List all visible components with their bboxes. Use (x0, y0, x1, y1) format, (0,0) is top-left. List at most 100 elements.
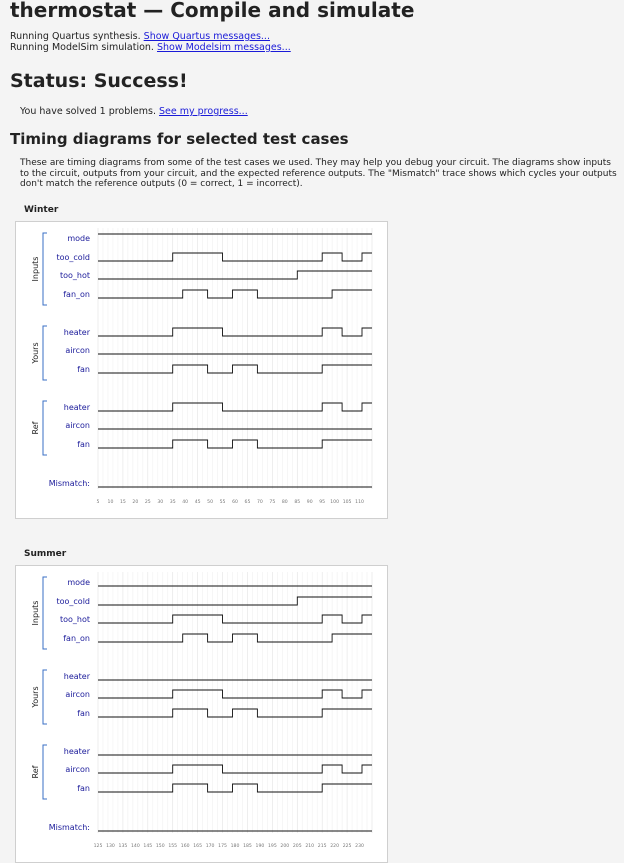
tick-label: 85 (294, 499, 300, 505)
tick-label: 25 (145, 499, 151, 505)
signal-label-fan-on: fan_on (63, 634, 90, 643)
waveform-inputs-too-cold (98, 252, 372, 262)
signal-label-too-cold: too_cold (56, 253, 90, 262)
tick-label: 215 (318, 843, 327, 849)
tick-label: 160 (181, 843, 190, 849)
see-my-progress-link[interactable]: See my progress... (159, 106, 248, 117)
waveform-inputs-too-cold (98, 596, 372, 606)
waveform-yours-fan (98, 364, 372, 374)
signal-label-heater: heater (64, 747, 91, 756)
tick-label: 95 (319, 499, 325, 505)
tick-label: 150 (156, 843, 165, 849)
show-quartus-messages-link[interactable]: Show Quartus messages... (143, 31, 270, 42)
tick-label: 15 (120, 499, 126, 505)
waveform-inputs-too-hot (98, 614, 372, 624)
waveform-svg-winter: Inputs Yours Ref mode too_cold too_hot fan_onh… (31, 228, 373, 505)
signal-label-aircon: aircon (65, 765, 90, 774)
case-title-summer: Summer (24, 549, 67, 559)
tick-label: 30 (157, 499, 163, 505)
group-bracket-ref (42, 400, 47, 456)
solved-line: You have solved 1 problems. See my progr… (20, 106, 248, 117)
signal-label-heater: heater (64, 403, 91, 412)
waveform-ref-heater (98, 402, 372, 412)
group-bracket-inputs (42, 232, 47, 306)
group-bracket-yours (42, 669, 47, 725)
quartus-status-text: Running Quartus synthesis. (10, 31, 141, 42)
group-bracket-yours (42, 325, 47, 381)
waveform-svg-summer: Inputs Yours Ref mode too_cold too_hot fan_onh… (31, 572, 373, 849)
group-label-inputs: Inputs (31, 601, 40, 626)
tick-label: 45 (195, 499, 201, 505)
waveform-yours-heater (98, 327, 372, 337)
show-modelsim-messages-link[interactable]: Show Modelsim messages... (157, 42, 291, 53)
tick-label: 75 (269, 499, 275, 505)
tick-label: 190 (256, 843, 265, 849)
waveform-inputs-fan-on (98, 289, 372, 299)
tick-label: 155 (168, 843, 177, 849)
quartus-line: Running Quartus synthesis. Show Quartus … (10, 31, 270, 42)
tick-label: 165 (193, 843, 202, 849)
signal-label-fan: fan (77, 440, 90, 449)
tick-label: 230 (355, 843, 364, 849)
signal-label-fan: fan (77, 709, 90, 718)
modelsim-status-text: Running ModelSim simulation. (10, 42, 154, 53)
tick-label: 5 (97, 499, 100, 505)
timing-description: These are timing diagrams from some of t… (20, 158, 617, 189)
tick-label: 50 (207, 499, 213, 505)
signal-label-mode: mode (67, 234, 90, 243)
tick-label: 205 (293, 843, 302, 849)
tick-label: 140 (131, 843, 140, 849)
signal-label-fan: fan (77, 365, 90, 374)
tick-label: 55 (220, 499, 226, 505)
tick-label: 135 (119, 843, 128, 849)
group-label-ref: Ref (31, 421, 40, 434)
page-title: thermostat — Compile and simulate (10, 0, 415, 22)
signal-label-aircon: aircon (65, 346, 90, 355)
group-label-inputs: Inputs (31, 257, 40, 282)
tick-label: 10 (108, 499, 114, 505)
tick-label: 170 (206, 843, 215, 849)
tick-label: 105 (343, 499, 352, 505)
signal-label-aircon: aircon (65, 421, 90, 430)
tick-label: 200 (280, 843, 289, 849)
signal-label-too-hot: too_hot (60, 271, 90, 280)
mismatch-label: Mismatch: (49, 823, 90, 832)
case-title-winter: Winter (24, 205, 59, 215)
signal-label-too-cold: too_cold (56, 597, 90, 606)
tick-label: 175 (218, 843, 227, 849)
modelsim-line: Running ModelSim simulation. Show Models… (10, 42, 291, 53)
tick-label: 90 (307, 499, 313, 505)
waveform-yours-fan (98, 708, 372, 718)
signal-label-fan: fan (77, 784, 90, 793)
solved-text: You have solved 1 problems. (20, 106, 156, 117)
tick-label: 40 (182, 499, 188, 505)
tick-label: 220 (330, 843, 339, 849)
mismatch-label: Mismatch: (49, 479, 90, 488)
tick-label: 185 (243, 843, 252, 849)
group-label-yours: Yours (31, 686, 40, 708)
tick-label: 35 (170, 499, 176, 505)
tick-label: 180 (231, 843, 240, 849)
group-bracket-ref (42, 744, 47, 800)
group-label-ref: Ref (31, 765, 40, 778)
tick-label: 20 (132, 499, 138, 505)
tick-label: 70 (257, 499, 263, 505)
waveform-ref-fan (98, 783, 372, 793)
tick-label: 60 (232, 499, 238, 505)
tick-label: 100 (330, 499, 339, 505)
group-bracket-inputs (42, 576, 47, 650)
tick-label: 195 (268, 843, 277, 849)
waveform-inputs-too-hot (98, 270, 372, 280)
tick-label: 130 (106, 843, 115, 849)
signal-label-heater: heater (64, 328, 91, 337)
timing-diagram-winter: Inputs Yours Ref mode too_cold too_hot fan_on h… (15, 221, 388, 519)
tick-label: 80 (282, 499, 288, 505)
signal-label-aircon: aircon (65, 690, 90, 699)
signal-label-heater: heater (64, 672, 91, 681)
tick-label: 225 (343, 843, 352, 849)
waveform-yours-aircon (98, 689, 372, 699)
tick-label: 145 (143, 843, 152, 849)
waveform-inputs-fan-on (98, 633, 372, 643)
tick-label: 110 (355, 499, 364, 505)
timing-diagrams-heading: Timing diagrams for selected test cases (10, 130, 349, 148)
